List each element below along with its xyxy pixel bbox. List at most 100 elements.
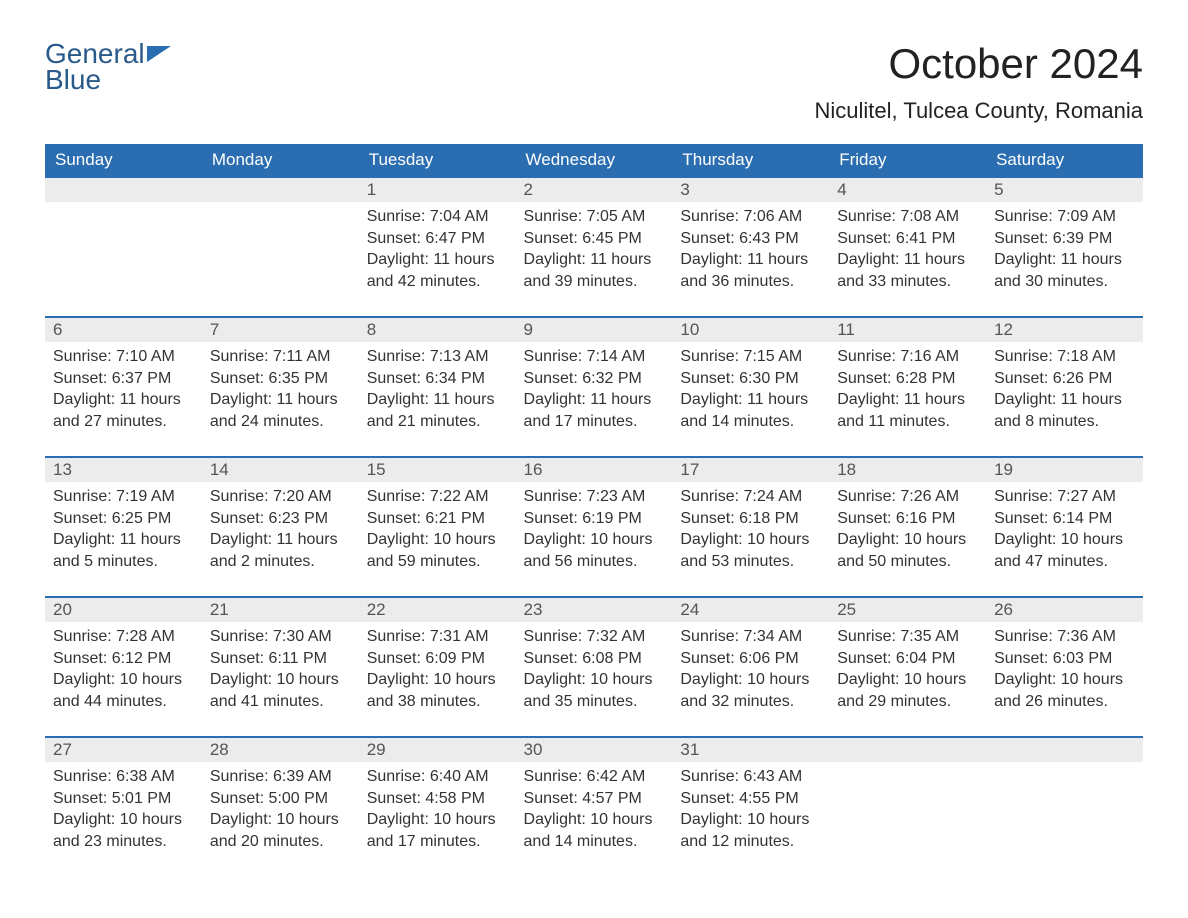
daylight-line: Daylight: 10 hours and 32 minutes. [680,669,821,712]
calendar-day: 29Sunrise: 6:40 AMSunset: 4:58 PMDayligh… [359,736,516,876]
day-content: Sunrise: 7:35 AMSunset: 6:04 PMDaylight:… [829,622,986,722]
day-content: Sunrise: 7:31 AMSunset: 6:09 PMDaylight:… [359,622,516,722]
calendar-week: 27Sunrise: 6:38 AMSunset: 5:01 PMDayligh… [45,736,1143,876]
sunrise-line: Sunrise: 7:34 AM [680,626,821,648]
day-content: Sunrise: 7:30 AMSunset: 6:11 PMDaylight:… [202,622,359,722]
day-content [986,762,1143,776]
sunrise-line: Sunrise: 6:40 AM [367,766,508,788]
daylight-line: Daylight: 11 hours and 8 minutes. [994,389,1135,432]
sunrise-line: Sunrise: 7:32 AM [524,626,665,648]
location-subtitle: Niculitel, Tulcea County, Romania [814,98,1143,124]
sunset-line: Sunset: 6:19 PM [524,508,665,530]
day-header: Wednesday [516,144,673,176]
calendar-day: 30Sunrise: 6:42 AMSunset: 4:57 PMDayligh… [516,736,673,876]
day-header-row: Sunday Monday Tuesday Wednesday Thursday… [45,144,1143,176]
calendar-day: 20Sunrise: 7:28 AMSunset: 6:12 PMDayligh… [45,596,202,736]
calendar-day: 4Sunrise: 7:08 AMSunset: 6:41 PMDaylight… [829,176,986,316]
daylight-line: Daylight: 10 hours and 50 minutes. [837,529,978,572]
calendar-week: 13Sunrise: 7:19 AMSunset: 6:25 PMDayligh… [45,456,1143,596]
day-content: Sunrise: 7:11 AMSunset: 6:35 PMDaylight:… [202,342,359,442]
calendar-day: 10Sunrise: 7:15 AMSunset: 6:30 PMDayligh… [672,316,829,456]
day-number: 31 [672,736,829,762]
sunset-line: Sunset: 6:23 PM [210,508,351,530]
daylight-line: Daylight: 10 hours and 53 minutes. [680,529,821,572]
daylight-line: Daylight: 11 hours and 30 minutes. [994,249,1135,292]
day-number: 27 [45,736,202,762]
sunrise-line: Sunrise: 7:11 AM [210,346,351,368]
day-number: 11 [829,316,986,342]
sunrise-line: Sunrise: 6:38 AM [53,766,194,788]
day-number: 18 [829,456,986,482]
daylight-line: Daylight: 10 hours and 14 minutes. [524,809,665,852]
sunrise-line: Sunrise: 6:42 AM [524,766,665,788]
day-number: 20 [45,596,202,622]
calendar-day: 22Sunrise: 7:31 AMSunset: 6:09 PMDayligh… [359,596,516,736]
day-content: Sunrise: 7:32 AMSunset: 6:08 PMDaylight:… [516,622,673,722]
day-content: Sunrise: 6:43 AMSunset: 4:55 PMDaylight:… [672,762,829,862]
sunrise-line: Sunrise: 7:15 AM [680,346,821,368]
sunset-line: Sunset: 6:41 PM [837,228,978,250]
day-content: Sunrise: 7:09 AMSunset: 6:39 PMDaylight:… [986,202,1143,302]
daylight-line: Daylight: 10 hours and 59 minutes. [367,529,508,572]
day-number: 23 [516,596,673,622]
sunset-line: Sunset: 6:21 PM [367,508,508,530]
sunrise-line: Sunrise: 7:23 AM [524,486,665,508]
day-number: 17 [672,456,829,482]
day-content: Sunrise: 7:28 AMSunset: 6:12 PMDaylight:… [45,622,202,722]
sunrise-line: Sunrise: 7:24 AM [680,486,821,508]
sunset-line: Sunset: 4:55 PM [680,788,821,810]
calendar-day: 15Sunrise: 7:22 AMSunset: 6:21 PMDayligh… [359,456,516,596]
day-number: 9 [516,316,673,342]
sunrise-line: Sunrise: 7:16 AM [837,346,978,368]
daylight-line: Daylight: 10 hours and 17 minutes. [367,809,508,852]
sunset-line: Sunset: 6:14 PM [994,508,1135,530]
calendar-day [45,176,202,316]
sunrise-line: Sunrise: 7:08 AM [837,206,978,228]
sunrise-line: Sunrise: 7:05 AM [524,206,665,228]
sunset-line: Sunset: 6:30 PM [680,368,821,390]
day-number: 1 [359,176,516,202]
calendar-day: 17 Sunrise: 7:24 AMSunset: 6:18 PMDayligh… [672,456,829,596]
day-content [829,762,986,776]
sunrise-line: Sunrise: 7:31 AM [367,626,508,648]
sunset-line: Sunset: 6:18 PM [680,508,821,530]
daylight-line: Daylight: 11 hours and 42 minutes. [367,249,508,292]
sunset-line: Sunset: 4:58 PM [367,788,508,810]
calendar-day: 11 Sunrise: 7:16 AMSunset: 6:28 PMDayligh… [829,316,986,456]
sunrise-line: Sunrise: 7:36 AM [994,626,1135,648]
day-content: Sunrise: 7:15 AMSunset: 6:30 PMDaylight:… [672,342,829,442]
sunset-line: Sunset: 6:09 PM [367,648,508,670]
sunrise-line: Sunrise: 7:26 AM [837,486,978,508]
sunset-line: Sunset: 6:28 PM [837,368,978,390]
calendar-day: 1Sunrise: 7:04 AMSunset: 6:47 PMDaylight… [359,176,516,316]
logo: General Blue [45,40,171,94]
daylight-line: Daylight: 11 hours and 33 minutes. [837,249,978,292]
day-number: 14 [202,456,359,482]
day-content: Sunrise: 7:08 AMSunset: 6:41 PMDaylight:… [829,202,986,302]
day-number: 7 [202,316,359,342]
calendar-day: 12Sunrise: 7:18 AMSunset: 6:26 PMDayligh… [986,316,1143,456]
day-header: Thursday [672,144,829,176]
sunrise-line: Sunrise: 7:14 AM [524,346,665,368]
day-number [45,176,202,202]
sunset-line: Sunset: 6:26 PM [994,368,1135,390]
sunset-line: Sunset: 6:08 PM [524,648,665,670]
day-number: 15 [359,456,516,482]
day-content: Sunrise: 6:38 AMSunset: 5:01 PMDaylight:… [45,762,202,862]
daylight-line: Daylight: 10 hours and 56 minutes. [524,529,665,572]
daylight-line: Daylight: 11 hours and 39 minutes. [524,249,665,292]
calendar-day: 31Sunrise: 6:43 AMSunset: 4:55 PMDayligh… [672,736,829,876]
day-number: 21 [202,596,359,622]
day-number: 22 [359,596,516,622]
sunrise-line: Sunrise: 7:13 AM [367,346,508,368]
calendar-day: 5Sunrise: 7:09 AMSunset: 6:39 PMDaylight… [986,176,1143,316]
calendar-day: 23Sunrise: 7:32 AMSunset: 6:08 PMDayligh… [516,596,673,736]
daylight-line: Daylight: 10 hours and 44 minutes. [53,669,194,712]
daylight-line: Daylight: 11 hours and 27 minutes. [53,389,194,432]
sunrise-line: Sunrise: 6:43 AM [680,766,821,788]
day-number: 24 [672,596,829,622]
day-content: Sunrise: 6:39 AMSunset: 5:00 PMDaylight:… [202,762,359,862]
calendar-day: 9Sunrise: 7:14 AMSunset: 6:32 PMDaylight… [516,316,673,456]
day-number: 3 [672,176,829,202]
daylight-line: Daylight: 11 hours and 11 minutes. [837,389,978,432]
